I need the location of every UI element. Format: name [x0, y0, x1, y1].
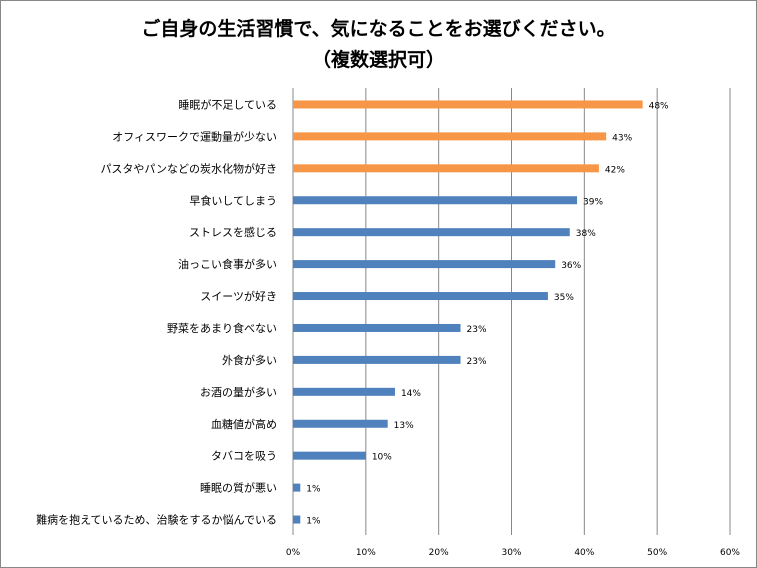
bar [293, 164, 599, 173]
category-label: パスタやパンなどの炭水化物が好き [100, 161, 277, 175]
bar [293, 132, 607, 141]
bar [293, 419, 388, 428]
data-label: 43% [612, 133, 632, 143]
category-label: 血糖値が高め [211, 417, 277, 431]
data-label: 23% [467, 325, 487, 335]
data-label: 14% [401, 389, 421, 399]
data-label: 38% [576, 229, 596, 239]
category-label: ストレスを感じる [189, 226, 277, 239]
data-label: 13% [394, 421, 414, 431]
x-tick-label: 0% [286, 548, 301, 558]
bar [293, 451, 366, 460]
bar [293, 100, 643, 109]
data-label: 36% [561, 261, 581, 271]
x-tick-label: 40% [574, 548, 594, 558]
x-tick-label: 60% [720, 548, 740, 558]
bar [293, 228, 570, 237]
chart-title-line-1: ご自身の生活習慣で、気になることをお選びください。 [141, 18, 616, 40]
data-label: 48% [649, 101, 669, 111]
data-label: 39% [583, 197, 603, 207]
bar [293, 387, 395, 396]
category-label: 油っこい食事が多い [178, 257, 277, 271]
data-label: 35% [554, 293, 574, 303]
category-label: 睡眠が不足している [178, 97, 277, 111]
bar [293, 260, 556, 269]
data-label: 1% [306, 517, 321, 527]
category-label: 外食が多い [222, 353, 277, 367]
data-label: 1% [306, 485, 321, 495]
bar [293, 355, 461, 364]
x-tick-label: 30% [501, 548, 521, 558]
data-label: 10% [372, 453, 392, 463]
bar [293, 292, 548, 301]
category-label: お酒の量が多い [200, 385, 277, 399]
category-label: 睡眠の質が悪い [200, 481, 277, 495]
category-label: 野菜をあまり食べない [167, 321, 277, 335]
bar [293, 483, 301, 492]
x-tick-label: 10% [356, 548, 376, 558]
category-label: オフィスワークで運動量が少ない [112, 129, 277, 143]
bar [293, 323, 461, 332]
bar [293, 515, 301, 524]
x-tick-label: 50% [647, 548, 667, 558]
category-label: 早食いしてしまう [189, 193, 277, 207]
chart-title-line-2: （複数選択可） [311, 49, 445, 71]
category-label: タバコを吸う [211, 450, 277, 463]
data-label: 42% [605, 165, 625, 175]
data-label: 23% [467, 357, 487, 367]
x-tick-label: 20% [429, 548, 449, 558]
category-label: 難病を抱えているため、治験をするか悩んでいる [36, 513, 277, 527]
bar [293, 196, 578, 205]
category-label: スイーツが好き [200, 289, 277, 303]
